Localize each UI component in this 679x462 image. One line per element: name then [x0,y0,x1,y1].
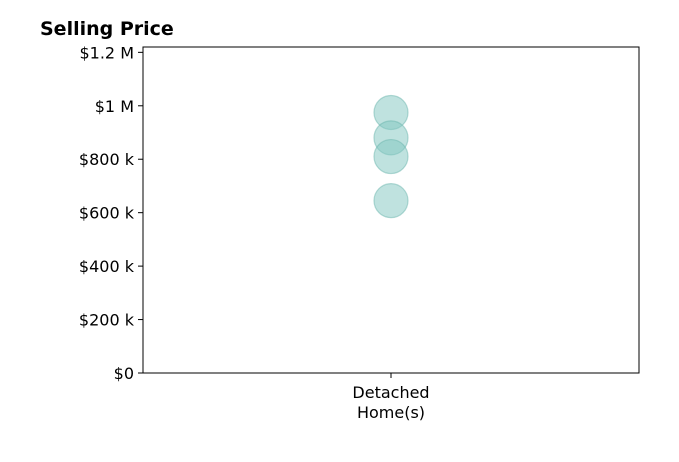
x-tick-label: Detached Home(s) [352,383,429,422]
y-tick-label: $0 [114,364,134,383]
y-tick-label: $200 k [79,311,135,330]
y-axis: $0 $200 k $400 k $600 k $800 k $1 M $1.2 M [79,43,143,383]
data-points [373,94,409,219]
x-axis: Detached Home(s) [352,373,430,422]
y-tick-label: $400 k [79,257,135,276]
data-point [373,138,409,175]
y-tick-label: $1.2 M [79,43,134,62]
chart-title: Selling Price [40,18,174,40]
y-tick-label: $800 k [79,150,135,169]
y-tick-label: $600 k [79,204,135,223]
y-tick-label: $1 M [95,97,134,116]
data-point [373,183,409,219]
